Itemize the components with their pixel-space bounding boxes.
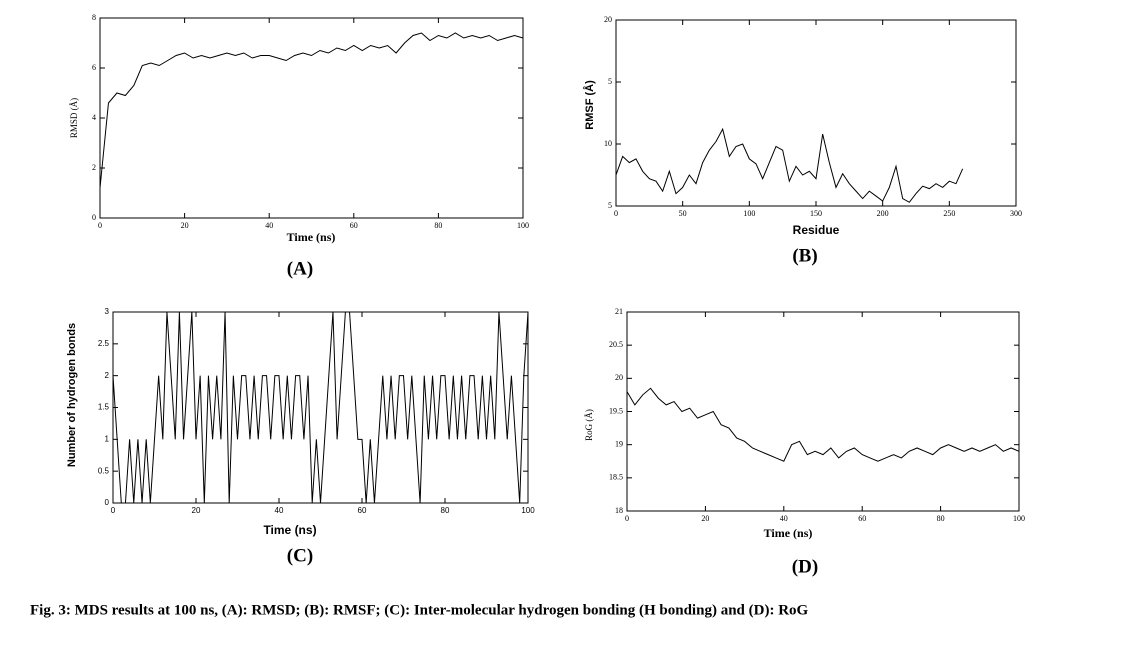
panel-label: (D) xyxy=(792,556,818,577)
x-tick-label: 0 xyxy=(98,221,102,230)
x-tick-label: 80 xyxy=(937,514,945,523)
x-tick-label: 60 xyxy=(858,514,866,523)
y-axis-label: RMSD (Å) xyxy=(69,98,79,138)
x-tick-label: 0 xyxy=(614,209,618,218)
x-tick-label: 40 xyxy=(780,514,788,523)
panel-label: (A) xyxy=(287,258,313,279)
x-tick-label: 50 xyxy=(679,209,687,218)
y-tick-label: 8 xyxy=(92,13,96,22)
x-tick-label: 200 xyxy=(877,209,889,218)
x-tick-label: 100 xyxy=(743,209,755,218)
y-axis-label: RoG (Å) xyxy=(584,409,594,441)
x-tick-label: 40 xyxy=(265,221,273,230)
x-tick-label: 60 xyxy=(350,221,358,230)
y-tick-label: 6 xyxy=(92,63,96,72)
plot-frame xyxy=(99,17,524,219)
y-tick-label: 2 xyxy=(92,163,96,172)
y-tick-label: 1.5 xyxy=(98,403,110,412)
y-tick-label: 19.5 xyxy=(609,406,623,415)
x-tick-label: 100 xyxy=(1013,514,1025,523)
y-tick-label: 20.5 xyxy=(609,340,623,349)
x-tick-label: 20 xyxy=(701,514,709,523)
plot-frame xyxy=(626,311,1020,512)
y-tick-label: 18.5 xyxy=(609,473,623,482)
y-tick-label: 4 xyxy=(92,113,96,122)
data-line xyxy=(99,32,524,189)
x-tick-label: 40 xyxy=(275,506,284,515)
data-line xyxy=(615,127,964,203)
y-tick-label: 19 xyxy=(615,439,623,448)
x-tick-label: 20 xyxy=(181,221,189,230)
panel-label: (C) xyxy=(287,545,313,566)
data-line xyxy=(112,311,529,504)
y-tick-label: 3 xyxy=(105,307,110,316)
y-tick-label: 18 xyxy=(615,506,623,515)
y-tick-label: 21 xyxy=(615,307,623,316)
data-line xyxy=(626,387,1020,462)
x-tick-label: 80 xyxy=(441,506,450,515)
y-tick-label: 10 xyxy=(604,139,612,148)
x-axis-label: Residue xyxy=(793,223,840,237)
caption: Fig. 3: MDS results at 100 ns, (A): RMSD… xyxy=(30,602,809,618)
x-tick-label: 20 xyxy=(192,506,201,515)
y-tick-label: 0.5 xyxy=(98,466,110,475)
x-tick-label: 0 xyxy=(111,506,116,515)
x-axis-label: Time (ns) xyxy=(287,230,336,244)
y-tick-label: 20 xyxy=(615,373,623,382)
x-tick-label: 300 xyxy=(1010,209,1022,218)
y-axis-label: RMSF (Å) xyxy=(583,80,596,130)
x-tick-label: 100 xyxy=(521,506,535,515)
y-axis-label: Number of hydrogen bonds xyxy=(66,323,78,467)
y-tick-label: 5 xyxy=(608,77,612,86)
y-tick-label: 1 xyxy=(105,434,110,443)
x-tick-label: 250 xyxy=(943,209,955,218)
x-axis-label: Time (ns) xyxy=(263,523,316,537)
x-tick-label: 100 xyxy=(517,221,529,230)
x-tick-label: 80 xyxy=(434,221,442,230)
x-tick-label: 0 xyxy=(625,514,629,523)
panel-label: (B) xyxy=(792,245,817,266)
y-tick-label: 2.5 xyxy=(98,339,110,348)
x-tick-label: 150 xyxy=(810,209,822,218)
plot-frame xyxy=(112,311,529,504)
y-tick-label: 2 xyxy=(105,371,110,380)
x-tick-label: 60 xyxy=(358,506,367,515)
x-axis-label: Time (ns) xyxy=(764,526,813,540)
y-tick-label: 0 xyxy=(105,498,110,507)
y-tick-label: 20 xyxy=(604,15,612,24)
y-tick-label: 5 xyxy=(608,201,612,210)
y-tick-label: 0 xyxy=(92,213,96,222)
